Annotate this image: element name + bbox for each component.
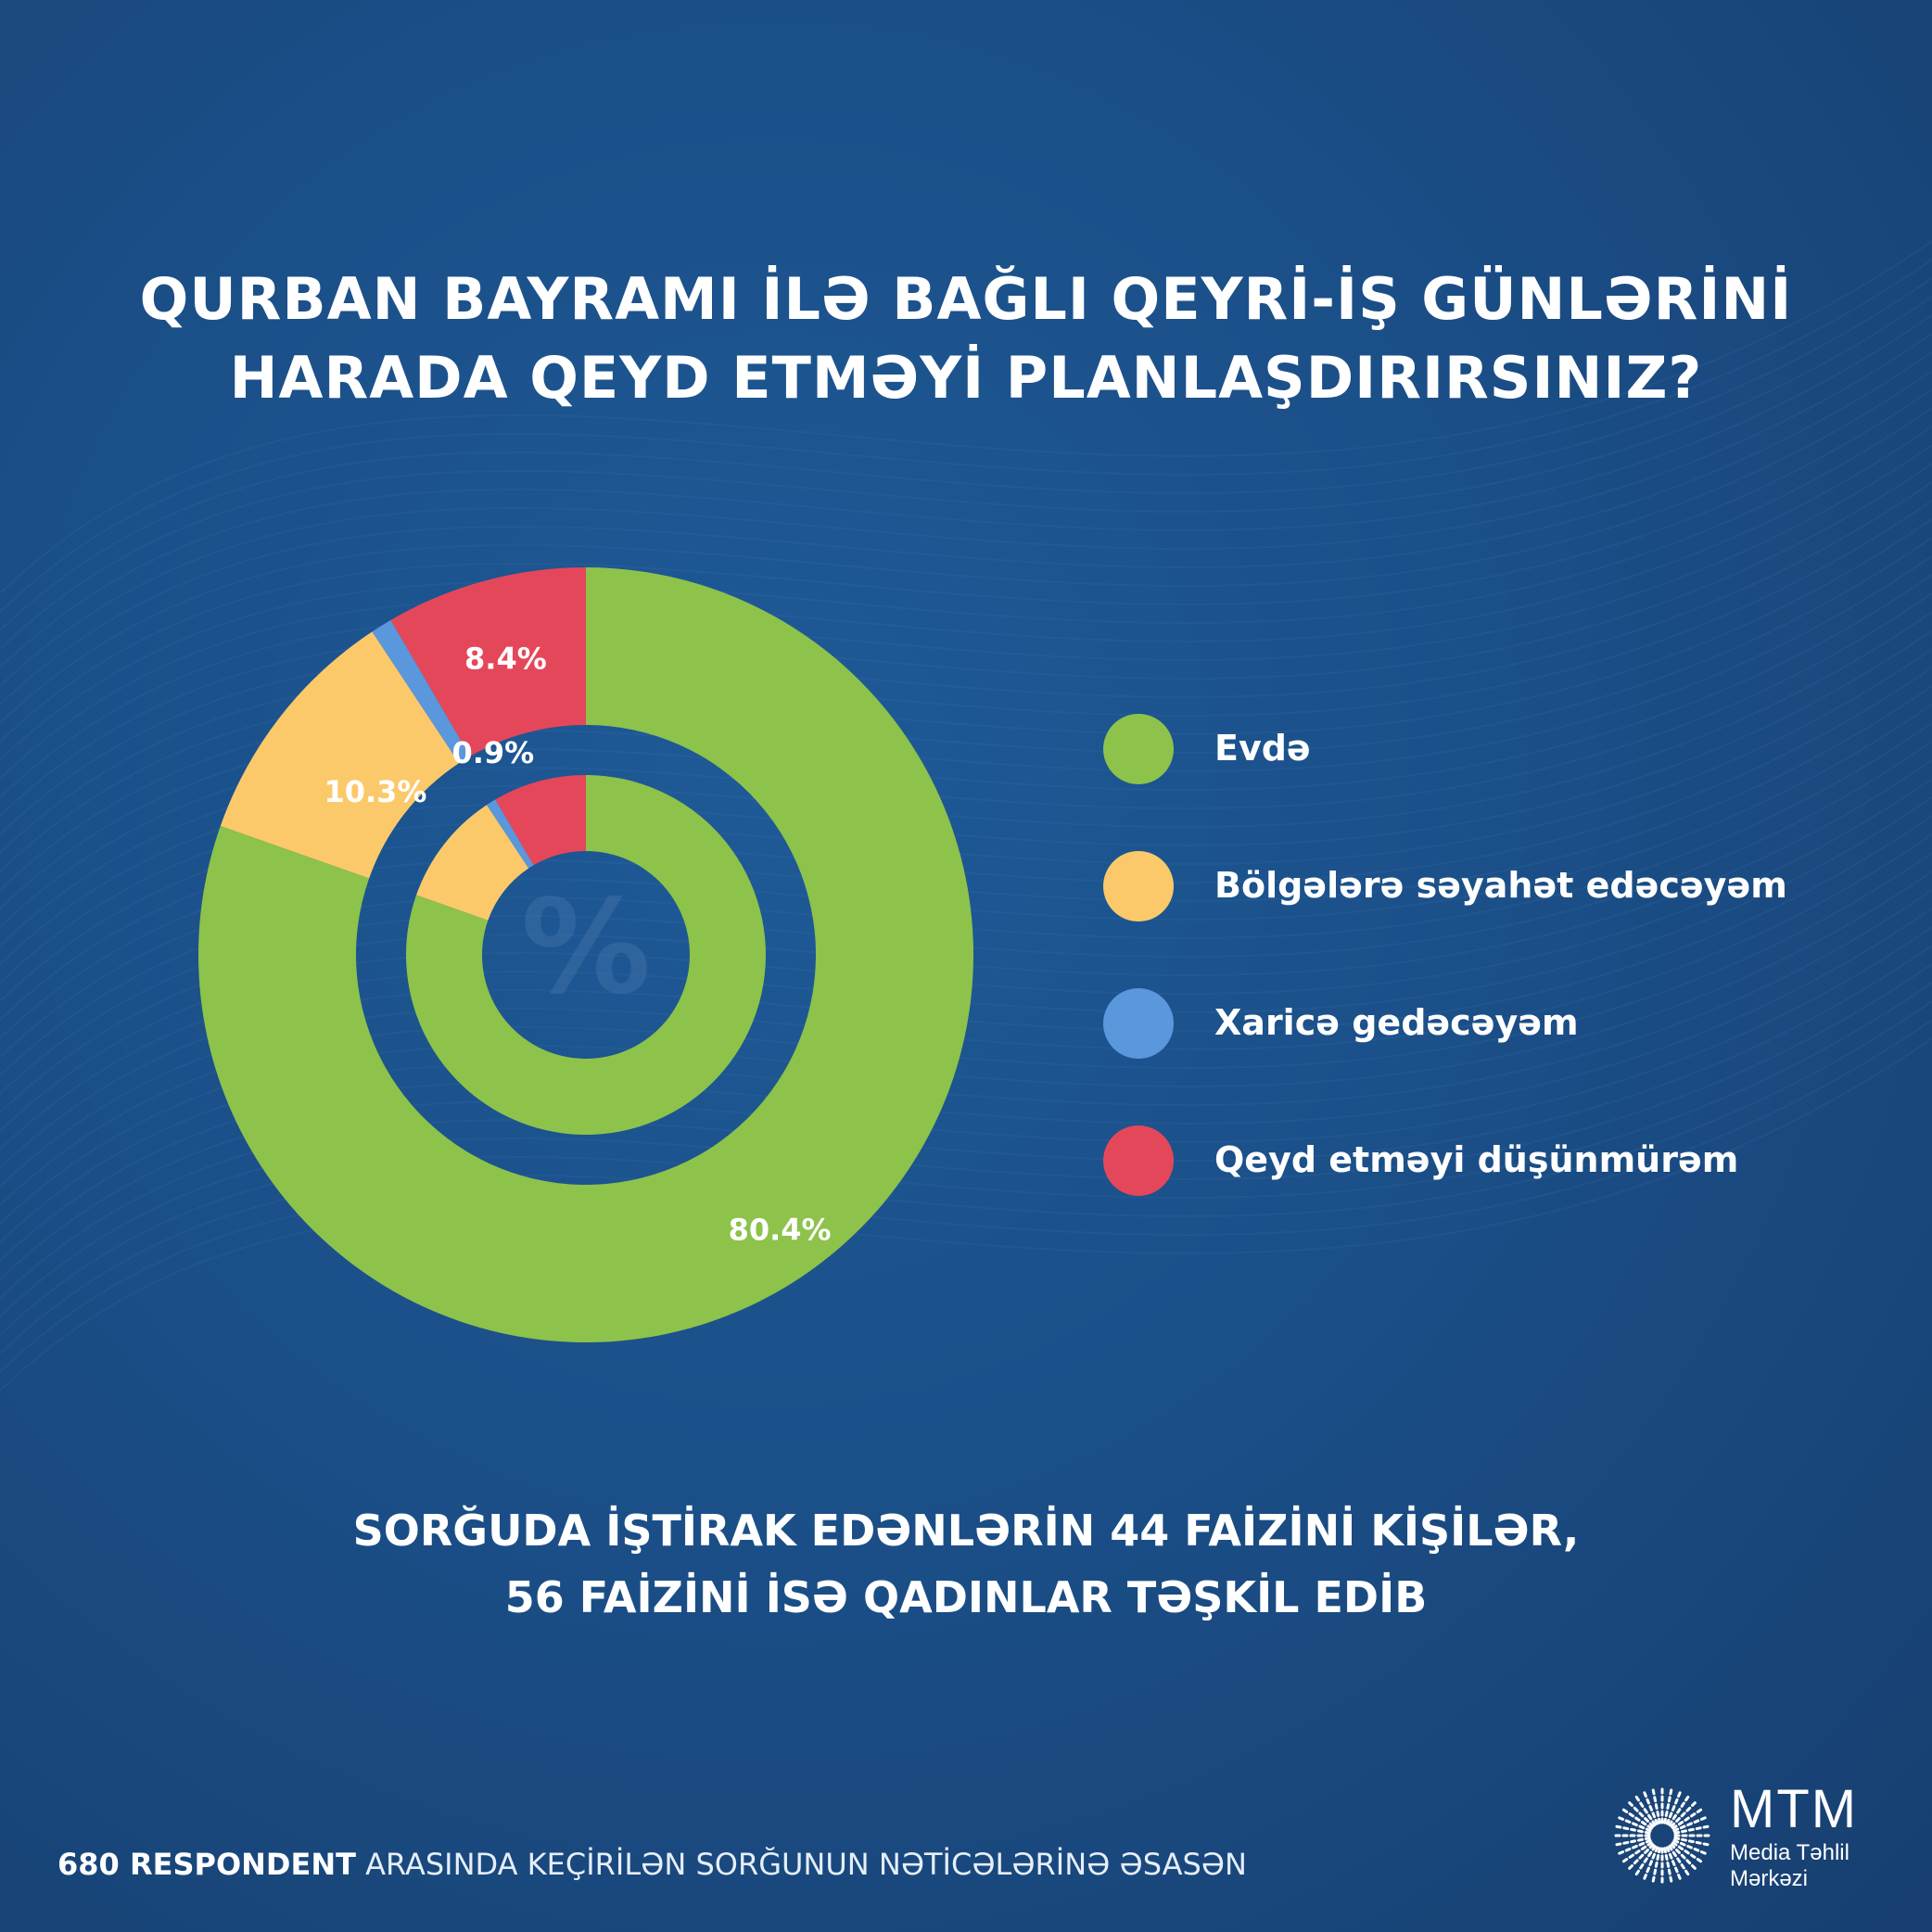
logo-ray	[1651, 1847, 1661, 1883]
background-line	[0, 388, 1932, 743]
logo-ray	[1643, 1791, 1659, 1825]
logo-ray	[1634, 1795, 1657, 1826]
legend-swatch-bolgelere	[1103, 851, 1174, 922]
legend-swatch-qeyd-etmeyi	[1103, 1125, 1174, 1196]
background-line	[0, 481, 1932, 835]
note-line-2: 56 FAİZİNİ İSƏ QADINLAR TƏŞKİL EDİB	[504, 1572, 1428, 1622]
inner-ring-slice-qeyd-etmeyi	[495, 775, 586, 866]
background-line	[0, 1037, 1932, 1392]
logo-ray	[1643, 1846, 1659, 1880]
outer-ring-slice-xarice	[372, 619, 471, 764]
mtm-logo-mark	[1614, 1787, 1710, 1884]
value-label-qeyd-etmeyi: 8.4%	[464, 641, 547, 676]
logo-ray	[1672, 1838, 1707, 1855]
logo-ray	[1615, 1837, 1651, 1847]
logo-title: MTM	[1730, 1779, 1859, 1839]
footer-text: ARASINDA KEÇİRİLƏN SORĞUNUN NƏTİCƏLƏRİNƏ…	[355, 1847, 1247, 1882]
legend-swatch-xarice	[1103, 988, 1174, 1059]
logo-ray	[1618, 1816, 1652, 1833]
background-line	[0, 426, 1932, 780]
logo-ray	[1621, 1808, 1653, 1830]
legend-swatch-evde	[1103, 714, 1174, 784]
logo-subtitle-line-2: Mərkəzi	[1730, 1866, 1809, 1891]
logo-subtitle-line-1: Media Təhlil	[1730, 1840, 1849, 1865]
logo-ray	[1672, 1816, 1707, 1833]
logo-ray	[1670, 1843, 1697, 1870]
legend-label-qeyd-etmeyi: Qeyd etməyi düşünmürəm	[1214, 1139, 1739, 1180]
legend-label-bolgelere: Bölgələrə səyahət edəcəyəm	[1214, 865, 1787, 906]
logo-ray	[1673, 1837, 1710, 1847]
logo-ray	[1628, 1801, 1655, 1828]
background-line	[0, 296, 1932, 650]
legend-label-xarice: Xaricə gedəcəyəm	[1214, 1002, 1579, 1043]
logo-ray	[1628, 1843, 1655, 1870]
logo-ray	[1665, 1846, 1682, 1880]
title-line-1: QURBAN BAYRAMI İLƏ BAĞLI QEYRİ-İŞ GÜNLƏR…	[139, 265, 1793, 333]
logo-ray	[1615, 1824, 1651, 1835]
outer-ring-slice-evde	[197, 567, 973, 1342]
background-line	[0, 463, 1932, 817]
background-line	[0, 314, 1932, 668]
legend-label-evde: Evdə	[1214, 728, 1311, 769]
logo-ray	[1618, 1838, 1652, 1855]
background-line	[0, 407, 1932, 761]
value-label-bolgelere: 10.3%	[324, 774, 426, 809]
outer-ring-slice-bolgelere	[220, 631, 460, 879]
background-line	[0, 444, 1932, 798]
logo-ray	[1671, 1808, 1703, 1830]
logo-ray	[1651, 1788, 1661, 1824]
background-line	[0, 351, 1932, 705]
logo-ray	[1671, 1841, 1703, 1863]
logo-ray	[1665, 1791, 1682, 1825]
background-line	[0, 240, 1932, 594]
title-line-2: HARADA QEYD ETMƏYİ PLANLAŞDIRIRSINIZ?	[229, 344, 1703, 412]
background-line	[0, 277, 1932, 631]
logo-ray	[1668, 1845, 1690, 1876]
logo-ray	[1663, 1847, 1673, 1883]
chart-title: QURBAN BAYRAMI İLƏ BAĞLI QEYRİ-İŞ GÜNLƏR…	[0, 260, 1932, 417]
source-footer: 680 RESPONDENT ARASINDA KEÇİRİLƏN SORĞUN…	[57, 1847, 1247, 1882]
logo-ray	[1673, 1824, 1710, 1835]
inner-ring-slice-bolgelere	[416, 805, 529, 921]
logo-ray	[1670, 1801, 1697, 1828]
logo-subtitle: Media Təhlil Mərkəzi	[1730, 1840, 1849, 1892]
value-label-xarice: 0.9%	[451, 735, 534, 770]
logo-ray	[1621, 1841, 1653, 1863]
logo-ray	[1668, 1795, 1690, 1826]
mtm-logo: MTM Media Təhlil Mərkəzi	[1611, 1779, 1889, 1896]
background-line	[0, 333, 1932, 687]
respondent-count: 680 RESPONDENT	[57, 1847, 356, 1882]
logo-ray	[1663, 1788, 1673, 1824]
logo-ray	[1634, 1845, 1657, 1876]
inner-ring-slice-evde	[405, 775, 767, 1135]
survey-note: SORĞUDA İŞTİRAK EDƏNLƏRİN 44 FAİZİNİ KİŞ…	[0, 1497, 1932, 1631]
center-percent-symbol: %	[521, 872, 651, 1023]
outer-ring-slice-qeyd-etmeyi	[390, 567, 586, 756]
value-label-evde: 80.4%	[729, 1213, 832, 1248]
background-line	[0, 370, 1932, 724]
note-line-1: SORĞUDA İŞTİRAK EDƏNLƏRİN 44 FAİZİNİ KİŞ…	[352, 1506, 1580, 1556]
background-line	[0, 259, 1932, 613]
inner-ring-slice-xarice	[486, 799, 534, 869]
